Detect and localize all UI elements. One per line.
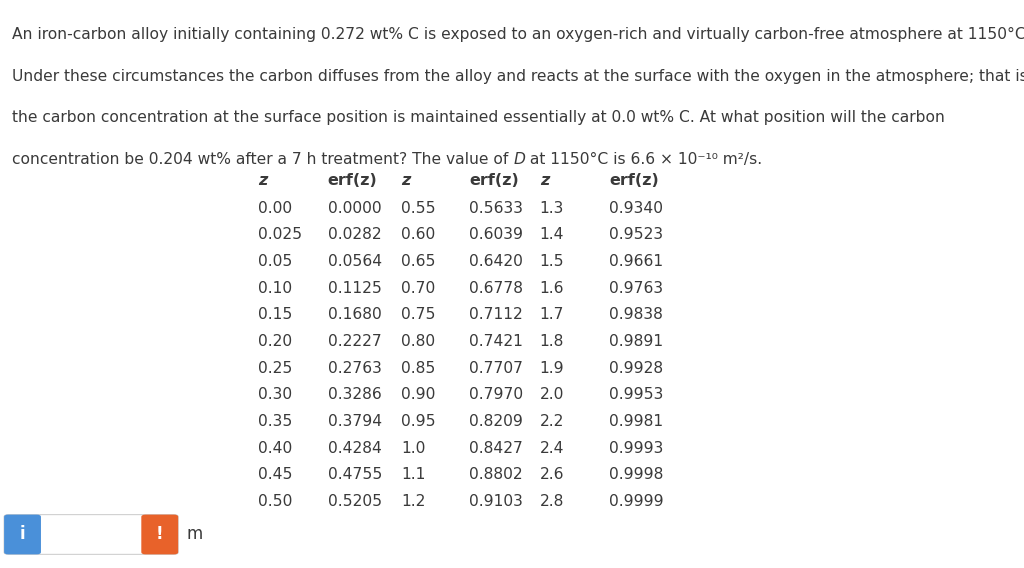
Text: 0.60: 0.60 xyxy=(401,227,435,242)
Text: 2.0: 2.0 xyxy=(540,387,564,402)
Text: 0.05: 0.05 xyxy=(258,254,293,269)
Text: i: i xyxy=(19,525,26,544)
Text: 0.9998: 0.9998 xyxy=(609,467,664,482)
Text: 0.7707: 0.7707 xyxy=(469,361,523,375)
Text: 0.2227: 0.2227 xyxy=(328,334,381,349)
Text: 0.70: 0.70 xyxy=(401,281,435,295)
Text: 0.5205: 0.5205 xyxy=(328,494,382,509)
Text: 0.1125: 0.1125 xyxy=(328,281,382,295)
FancyBboxPatch shape xyxy=(4,515,178,554)
Text: 2.6: 2.6 xyxy=(540,467,564,482)
Text: 0.9661: 0.9661 xyxy=(609,254,664,269)
Text: 0.6420: 0.6420 xyxy=(469,254,523,269)
Text: 0.2763: 0.2763 xyxy=(328,361,382,375)
Text: concentration be 0.204 wt% after a 7 h treatment? The value of: concentration be 0.204 wt% after a 7 h t… xyxy=(12,152,514,166)
Text: 0.35: 0.35 xyxy=(258,414,293,429)
Text: 0.9838: 0.9838 xyxy=(609,307,664,322)
Text: 0.9340: 0.9340 xyxy=(609,201,664,215)
Text: 0.90: 0.90 xyxy=(401,387,436,402)
Text: m: m xyxy=(186,525,203,544)
Text: 0.9928: 0.9928 xyxy=(609,361,664,375)
Text: 0.9993: 0.9993 xyxy=(609,441,664,456)
Text: 1.5: 1.5 xyxy=(540,254,564,269)
Text: 0.65: 0.65 xyxy=(401,254,436,269)
Text: 0.9953: 0.9953 xyxy=(609,387,664,402)
Text: 1.4: 1.4 xyxy=(540,227,564,242)
Text: z: z xyxy=(401,173,411,188)
Text: 0.9103: 0.9103 xyxy=(469,494,523,509)
Text: the carbon concentration at the surface position is maintained essentially at 0.: the carbon concentration at the surface … xyxy=(12,110,945,125)
Text: 0.20: 0.20 xyxy=(258,334,292,349)
Text: 0.0564: 0.0564 xyxy=(328,254,382,269)
Text: 0.9763: 0.9763 xyxy=(609,281,664,295)
Text: 1.2: 1.2 xyxy=(401,494,426,509)
Text: 0.8427: 0.8427 xyxy=(469,441,523,456)
Text: 2.2: 2.2 xyxy=(540,414,564,429)
Text: erf(z): erf(z) xyxy=(609,173,659,188)
Text: z: z xyxy=(258,173,267,188)
Text: z: z xyxy=(540,173,549,188)
Text: 1.0: 1.0 xyxy=(401,441,426,456)
Text: 1.3: 1.3 xyxy=(540,201,564,215)
Text: 0.7970: 0.7970 xyxy=(469,387,523,402)
Text: 0.45: 0.45 xyxy=(258,467,293,482)
Text: D: D xyxy=(514,152,525,166)
Text: 0.55: 0.55 xyxy=(401,201,436,215)
Text: 1.8: 1.8 xyxy=(540,334,564,349)
Text: 0.9891: 0.9891 xyxy=(609,334,664,349)
Text: 0.7421: 0.7421 xyxy=(469,334,523,349)
Text: 0.25: 0.25 xyxy=(258,361,293,375)
Text: 0.7112: 0.7112 xyxy=(469,307,522,322)
Text: 1.7: 1.7 xyxy=(540,307,564,322)
Text: 0.4284: 0.4284 xyxy=(328,441,382,456)
Text: An iron-carbon alloy initially containing 0.272 wt% C is exposed to an oxygen-ri: An iron-carbon alloy initially containin… xyxy=(12,27,1024,42)
Text: 0.1680: 0.1680 xyxy=(328,307,381,322)
Text: 0.3794: 0.3794 xyxy=(328,414,382,429)
Text: 1.6: 1.6 xyxy=(540,281,564,295)
FancyBboxPatch shape xyxy=(4,515,41,554)
Text: 0.0282: 0.0282 xyxy=(328,227,381,242)
Text: 0.50: 0.50 xyxy=(258,494,293,509)
Text: 0.5633: 0.5633 xyxy=(469,201,523,215)
Text: 0.0000: 0.0000 xyxy=(328,201,381,215)
Text: 0.6039: 0.6039 xyxy=(469,227,523,242)
Text: 0.9981: 0.9981 xyxy=(609,414,664,429)
Text: 0.9523: 0.9523 xyxy=(609,227,664,242)
Text: 0.10: 0.10 xyxy=(258,281,292,295)
Text: 2.4: 2.4 xyxy=(540,441,564,456)
Text: 0.8209: 0.8209 xyxy=(469,414,523,429)
Text: erf(z): erf(z) xyxy=(328,173,378,188)
Text: 0.80: 0.80 xyxy=(401,334,435,349)
Text: 0.85: 0.85 xyxy=(401,361,436,375)
Text: 0.9999: 0.9999 xyxy=(609,494,664,509)
Text: 0.8802: 0.8802 xyxy=(469,467,522,482)
Text: 0.95: 0.95 xyxy=(401,414,436,429)
Text: 0.6778: 0.6778 xyxy=(469,281,523,295)
Text: 0.15: 0.15 xyxy=(258,307,293,322)
Text: 0.025: 0.025 xyxy=(258,227,302,242)
FancyBboxPatch shape xyxy=(141,515,178,554)
Text: 0.4755: 0.4755 xyxy=(328,467,382,482)
Text: 0.30: 0.30 xyxy=(258,387,292,402)
Text: 1.9: 1.9 xyxy=(540,361,564,375)
Text: 0.40: 0.40 xyxy=(258,441,292,456)
Text: 2.8: 2.8 xyxy=(540,494,564,509)
Text: Under these circumstances the carbon diffuses from the alloy and reacts at the s: Under these circumstances the carbon dif… xyxy=(12,69,1024,83)
Text: !: ! xyxy=(156,525,164,544)
Text: 0.3286: 0.3286 xyxy=(328,387,381,402)
Text: 1.1: 1.1 xyxy=(401,467,426,482)
Text: 0.75: 0.75 xyxy=(401,307,436,322)
Text: at 1150°C is 6.6 × 10⁻¹⁰ m²/s.: at 1150°C is 6.6 × 10⁻¹⁰ m²/s. xyxy=(525,152,763,166)
Text: erf(z): erf(z) xyxy=(469,173,519,188)
Text: 0.00: 0.00 xyxy=(258,201,292,215)
